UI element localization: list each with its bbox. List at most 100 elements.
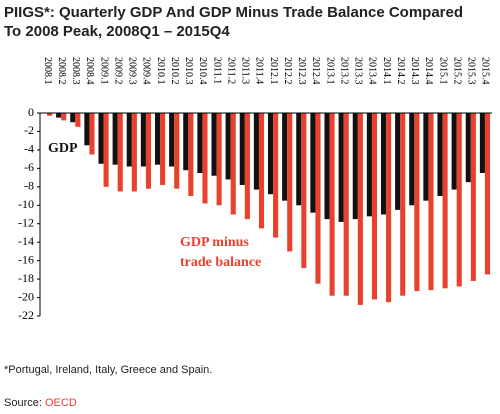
annotation: GDP minus bbox=[180, 235, 249, 250]
x-tick-label: 2008.2 bbox=[56, 57, 67, 85]
bar bbox=[456, 113, 462, 287]
chart-title: PIIGS*: Quarterly GDP And GDP Minus Trad… bbox=[4, 4, 463, 21]
bar bbox=[258, 113, 265, 229]
bar bbox=[484, 113, 491, 275]
bar bbox=[282, 113, 288, 201]
bar bbox=[428, 113, 434, 291]
bar bbox=[395, 113, 401, 210]
x-tick-label: 2015.2 bbox=[451, 57, 462, 85]
bar bbox=[70, 113, 76, 123]
x-tick-label: 2014.2 bbox=[395, 57, 406, 85]
x-tick-label: 2012.3 bbox=[296, 57, 307, 85]
y-tick-label: -8 bbox=[24, 179, 34, 193]
x-tick-label: 2012.2 bbox=[282, 57, 293, 85]
x-tick-label: 2012.4 bbox=[310, 57, 321, 85]
bar bbox=[216, 113, 222, 206]
x-tick-label: 2009.3 bbox=[127, 57, 138, 85]
bar bbox=[386, 113, 392, 303]
bar bbox=[131, 113, 137, 192]
bar bbox=[352, 113, 358, 220]
bar bbox=[112, 113, 118, 165]
bar bbox=[357, 113, 363, 305]
y-tick-label: -6 bbox=[24, 160, 34, 174]
bar bbox=[414, 113, 420, 292]
x-tick-label: 2010.4 bbox=[197, 57, 208, 85]
bar bbox=[117, 113, 123, 192]
bar bbox=[465, 113, 471, 183]
bar bbox=[470, 113, 476, 281]
x-tick-label: 2014.4 bbox=[423, 57, 434, 85]
source-label: Source: bbox=[4, 397, 42, 409]
bar bbox=[442, 113, 448, 289]
bar bbox=[343, 113, 349, 296]
bar bbox=[183, 113, 189, 171]
bar bbox=[103, 113, 109, 187]
bar bbox=[84, 113, 90, 146]
x-tick-label: 2013.4 bbox=[367, 57, 378, 85]
y-tick-label: -20 bbox=[18, 289, 34, 303]
bar bbox=[400, 113, 406, 296]
y-tick-label: -18 bbox=[18, 271, 34, 285]
source-link[interactable]: OECD bbox=[45, 397, 77, 409]
bar bbox=[310, 113, 316, 213]
bar bbox=[479, 113, 485, 173]
x-tick-label: 2015.1 bbox=[437, 57, 448, 85]
bar bbox=[366, 113, 372, 217]
x-tick-label: 2013.2 bbox=[338, 57, 349, 85]
x-tick-label: 2013.1 bbox=[324, 57, 335, 85]
bar bbox=[126, 113, 132, 167]
bar bbox=[287, 113, 293, 252]
x-tick-label: 2011.4 bbox=[254, 57, 265, 84]
bar bbox=[451, 113, 457, 190]
bar bbox=[371, 113, 378, 300]
bar bbox=[154, 113, 161, 165]
bar bbox=[174, 113, 180, 189]
bar bbox=[225, 113, 231, 180]
bar bbox=[301, 113, 307, 269]
x-tick-label: 2010.3 bbox=[183, 57, 194, 85]
y-tick-label: -14 bbox=[18, 234, 34, 248]
bar bbox=[409, 113, 415, 206]
bar bbox=[75, 113, 81, 127]
bar bbox=[315, 113, 321, 284]
x-tick-label: 2015.4 bbox=[480, 57, 491, 85]
y-tick-label: 0 bbox=[28, 105, 34, 119]
x-tick-label: 2008.1 bbox=[42, 57, 53, 85]
bar bbox=[188, 113, 194, 197]
bar bbox=[61, 113, 67, 121]
bar bbox=[202, 113, 208, 204]
y-tick-label: -16 bbox=[18, 252, 34, 266]
bar bbox=[230, 113, 236, 215]
x-tick-label: 2013.3 bbox=[353, 57, 364, 85]
x-tick-label: 2009.2 bbox=[112, 57, 123, 85]
bar bbox=[98, 113, 104, 164]
x-tick-label: 2010.1 bbox=[155, 57, 166, 85]
y-tick-label: -2 bbox=[24, 123, 34, 137]
bar bbox=[273, 113, 279, 238]
bar bbox=[197, 113, 203, 173]
bar bbox=[380, 113, 387, 215]
bar bbox=[253, 113, 259, 190]
y-tick-label: -12 bbox=[18, 215, 34, 229]
x-tick-label: 2009.1 bbox=[98, 57, 109, 85]
x-tick-label: 2012.1 bbox=[268, 57, 279, 85]
x-tick-label: 2014.3 bbox=[409, 57, 420, 85]
x-tick-label: 2015.3 bbox=[466, 57, 477, 85]
y-tick-label: -4 bbox=[24, 142, 34, 156]
bar bbox=[329, 113, 335, 296]
bar bbox=[267, 113, 274, 195]
y-tick-label: -22 bbox=[18, 308, 34, 322]
x-tick-label: 2008.4 bbox=[84, 57, 95, 85]
bar bbox=[338, 113, 344, 222]
bar bbox=[244, 113, 250, 220]
bar bbox=[437, 113, 443, 197]
bar bbox=[296, 113, 302, 206]
bar bbox=[140, 113, 146, 167]
bar bbox=[145, 113, 152, 189]
bar bbox=[211, 113, 217, 176]
x-tick-label: 2014.1 bbox=[381, 57, 392, 85]
x-tick-label: 2011.2 bbox=[225, 57, 236, 84]
y-tick-label: -10 bbox=[18, 197, 34, 211]
bar bbox=[89, 113, 95, 155]
